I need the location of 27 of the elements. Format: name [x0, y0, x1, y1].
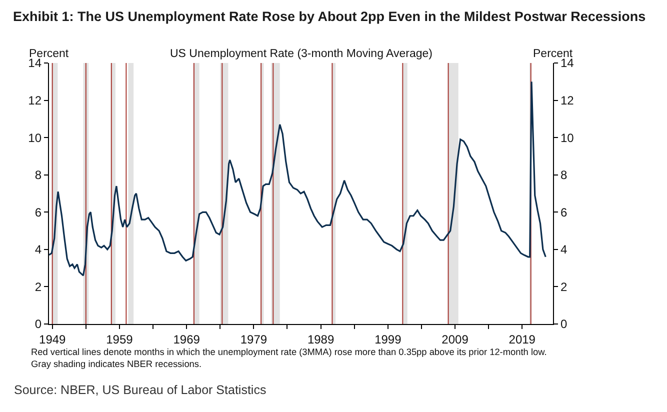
y-tick-label: 0 [34, 317, 42, 332]
y2-tick-label: 0 [560, 317, 568, 332]
y2-tick-label: 12 [560, 93, 574, 108]
y2-tick-label: 2 [560, 280, 568, 294]
source-note: Source: NBER, US Bureau of Labor Statistics [14, 383, 266, 397]
line-series [49, 80, 546, 276]
x-tick-label: 1969 [173, 332, 200, 346]
text: Red vertical lines denote months in which the unemployment rate (3MMA) rose more than 0.35pp above its prior 12-month low. Gray shading indicates NBER recessions. [31, 347, 547, 369]
x-tick-label: 1999 [374, 332, 402, 346]
x-tick-label: 2019 [508, 332, 536, 346]
y-tick-label: 4 [34, 242, 42, 257]
y2-tick-label: 8 [560, 168, 568, 182]
x-tick-label: 1989 [307, 332, 334, 346]
y2-tick-label: 4 [560, 242, 568, 257]
y-tick-label: 12 [28, 93, 42, 108]
x-tick-label: 1979 [240, 332, 268, 346]
y2-tick-label: 10 [560, 130, 574, 145]
y-tick-label: 2 [34, 280, 42, 294]
x-tick-label: 2009 [442, 332, 469, 346]
x-tick-label: 1949 [39, 332, 66, 346]
y-tick-label: 8 [34, 168, 42, 182]
y-tick-label: 10 [28, 130, 42, 145]
x-tick-label: 1959 [106, 332, 134, 346]
y2-tick-label: 6 [560, 205, 568, 220]
chart-subtitle: US Unemployment Rate (3-month Moving Average) [170, 48, 433, 60]
y-tick-label: 6 [34, 205, 42, 220]
chart-title: Exhibit 1: The US Unemployment Rate Rose by About 2pp Even in the Mildest Postwar Recessions [13, 9, 646, 24]
